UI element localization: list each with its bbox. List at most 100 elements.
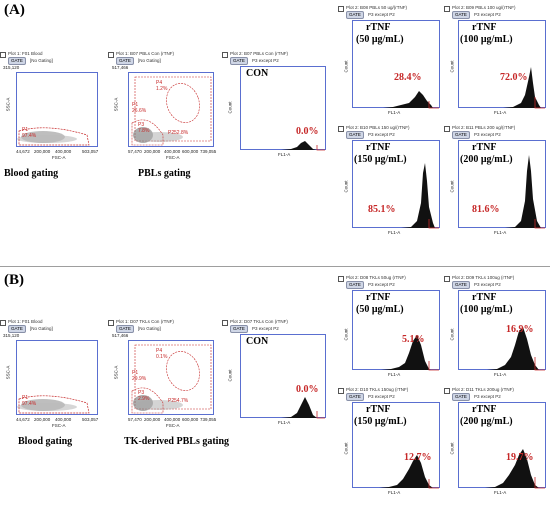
gate-badge: GATE	[230, 57, 248, 65]
gate-text: [No Gating]	[30, 326, 53, 331]
gate-percent: 52.8%	[174, 130, 189, 136]
gate-text: P3 except P2	[252, 58, 279, 63]
plot-checkbox[interactable]	[222, 320, 228, 326]
gate-percent: 2.9%	[138, 396, 150, 402]
y-axis-label: Count	[227, 101, 233, 114]
x-axis-label: FL1-A	[278, 420, 291, 425]
y-tick-max: 517,466	[112, 333, 129, 338]
x-tick: 57,470	[128, 417, 142, 422]
panel-b-label: (B)	[4, 272, 24, 288]
x-tick: 739,055	[200, 149, 217, 154]
gate-text: P3 except P2	[368, 132, 395, 137]
gate-text: P3 except P2	[368, 282, 395, 287]
condition-line-1: rTNF	[366, 292, 391, 303]
gate-percent: 97.4%	[22, 133, 37, 139]
scatter-svg	[17, 395, 90, 414]
y-axis-label: Count	[343, 442, 349, 455]
condition-line-1: rTNF	[472, 404, 497, 415]
histogram-frame	[352, 402, 440, 489]
plot-checkbox[interactable]	[444, 126, 450, 132]
x-tick: 400,000	[55, 149, 72, 154]
gate-label: P1	[22, 395, 29, 401]
histogram-svg	[487, 327, 545, 371]
plot-title: Plot 2: B07 PBLs Con (rTNF)	[230, 51, 289, 56]
gate-badge: GATE	[8, 57, 26, 65]
histogram-svg	[381, 335, 439, 371]
gate-text: [No Gating]	[138, 326, 161, 331]
condition-line-2: (50 μg/mL)	[356, 304, 404, 315]
plot-checkbox[interactable]	[108, 52, 114, 58]
plot-title: Plot 2: D07 TKLs Con (rTNF)	[230, 319, 288, 324]
plot-checkbox[interactable]	[222, 52, 228, 58]
gate-percent: 0.0%	[296, 126, 319, 137]
gate-badge: GATE	[346, 11, 364, 19]
y-axis-label: Count	[227, 369, 233, 382]
panel-b-con-plot: Plot 2: D07 TKLs Con (rTNF) GATE P3 exce…	[222, 318, 330, 433]
condition-line-2: (200 μg/mL)	[460, 154, 513, 165]
panel-a-label: (A)	[4, 2, 25, 18]
gate-badge: GATE	[116, 57, 134, 65]
panel-b-histo-1: Plot 2: D08 TKLs 50ug (rTNF) GATE P3 exc…	[338, 274, 444, 384]
plot-checkbox[interactable]	[338, 6, 344, 12]
plot-checkbox[interactable]	[338, 388, 344, 394]
panel-a-con-plot: Plot 2: B07 PBLs Con (rTNF) GATE P3 exce…	[222, 50, 330, 165]
x-axis-label: FSC-A	[166, 423, 180, 428]
histogram-frame	[240, 334, 326, 419]
x-axis-label: FL1-A	[388, 372, 401, 377]
plot-checkbox[interactable]	[444, 6, 450, 12]
gate-label: P1	[132, 370, 139, 376]
scatter-svg	[131, 76, 212, 146]
plot-checkbox[interactable]	[0, 52, 6, 58]
gate-percent: 54.7%	[174, 398, 189, 404]
plot-checkbox[interactable]	[338, 276, 344, 282]
plot-title: Plot 1: F01 Blood	[8, 51, 43, 56]
y-axis-label: Count	[343, 328, 349, 341]
gate-percent: 5.1%	[402, 334, 425, 345]
plot-title: Plot 2: B09 PBLs 100 ug/(rTNF)	[452, 5, 516, 10]
histogram-frame	[352, 140, 440, 229]
histogram-svg	[485, 449, 545, 489]
scatter-frame	[16, 72, 98, 147]
gate-text: [No Gating]	[30, 58, 53, 63]
condition-line-2: (200 μg/mL)	[460, 416, 513, 427]
y-axis-label: Count	[449, 442, 455, 455]
x-tick: 44,672	[16, 149, 30, 154]
histogram-svg	[383, 91, 439, 109]
y-axis-label: Count	[449, 60, 455, 73]
condition-line-1: rTNF	[366, 142, 391, 153]
x-axis-label: FSC-A	[166, 155, 180, 160]
histogram-svg	[281, 397, 325, 419]
x-axis-label: FL1-A	[494, 110, 507, 115]
gate-label: P4	[156, 80, 163, 86]
x-tick: 400,000	[164, 417, 181, 422]
y-axis-label: Count	[449, 328, 455, 341]
x-axis-label: FL1-A	[494, 490, 507, 495]
scatter-svg	[131, 344, 212, 414]
gate-text: P3 except P2	[474, 12, 501, 17]
plot-checkbox[interactable]	[0, 320, 6, 326]
gate-label: P1	[22, 127, 29, 133]
scatter-frame	[128, 340, 214, 415]
gate-percent: 7.8%	[138, 128, 150, 134]
y-tick-max: 315,120	[3, 333, 20, 338]
x-tick: 200,000	[34, 417, 51, 422]
x-tick: 739,055	[200, 417, 217, 422]
condition-line-2: (100 μg/mL)	[460, 34, 513, 45]
gate-percent: 0.1%	[156, 354, 168, 360]
gate-badge: GATE	[452, 281, 470, 289]
gate-label: P2	[168, 398, 175, 404]
x-tick: 57,470	[128, 149, 142, 154]
plot-checkbox[interactable]	[444, 276, 450, 282]
panel-b-histo-3: Plot 2: D10 TKLs 150ug (rTNF) GATE P3 ex…	[338, 386, 444, 504]
histogram-frame	[352, 290, 440, 371]
gate-badge: GATE	[452, 393, 470, 401]
plot-checkbox[interactable]	[444, 388, 450, 394]
plot-checkbox[interactable]	[108, 320, 114, 326]
panel-b-histo-4: Plot 2: D11 TKLs 200ug (rTNF) GATE P3 ex…	[444, 386, 550, 504]
plot-checkbox[interactable]	[338, 126, 344, 132]
gate-text: P3 except P2	[474, 282, 501, 287]
x-tick: 200,000	[144, 417, 161, 422]
con-label: CON	[246, 68, 269, 79]
x-tick: 600,000	[182, 417, 199, 422]
histogram-frame	[458, 402, 546, 489]
